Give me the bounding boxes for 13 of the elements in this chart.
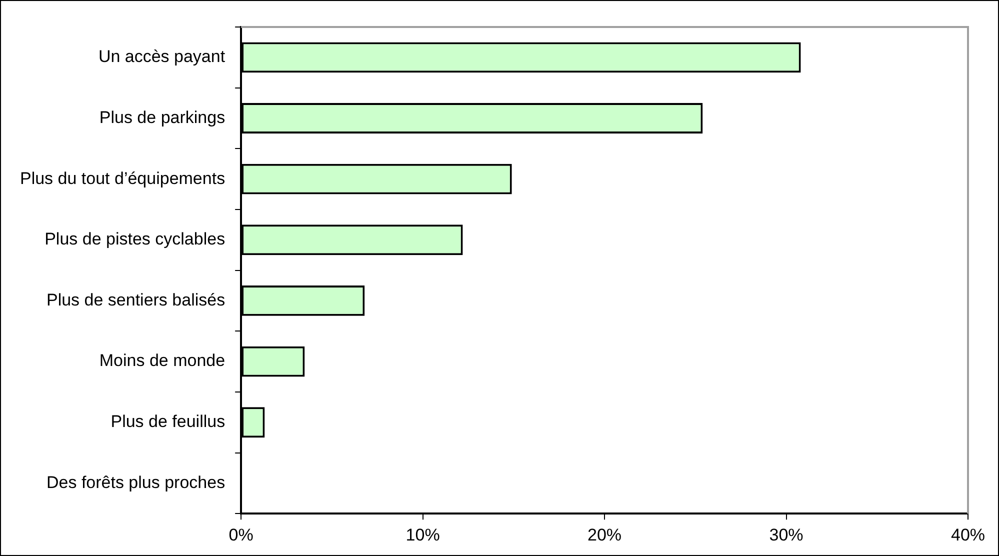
y-tick-label: Plus du tout d’équipements bbox=[20, 168, 226, 188]
x-tick-label: 30% bbox=[769, 525, 804, 544]
y-tick-label: Moins de monde bbox=[99, 351, 226, 370]
x-tick-label: 0% bbox=[228, 525, 254, 544]
y-tick-label: Plus de feuillus bbox=[110, 412, 226, 432]
y-tick-label: Plus de pistes cyclables bbox=[44, 230, 226, 249]
y-tick-label: Plus de sentiers balisés bbox=[46, 290, 226, 310]
x-tick-label: 40% bbox=[950, 525, 986, 544]
x-tick-label: 20% bbox=[588, 525, 622, 544]
x-tick-label: 10% bbox=[406, 525, 440, 544]
y-tick-label: Des forêts plus proches bbox=[46, 472, 226, 492]
y-tick-label: Un accès payant bbox=[98, 47, 226, 66]
y-tick-label: Plus de parkings bbox=[99, 108, 226, 127]
